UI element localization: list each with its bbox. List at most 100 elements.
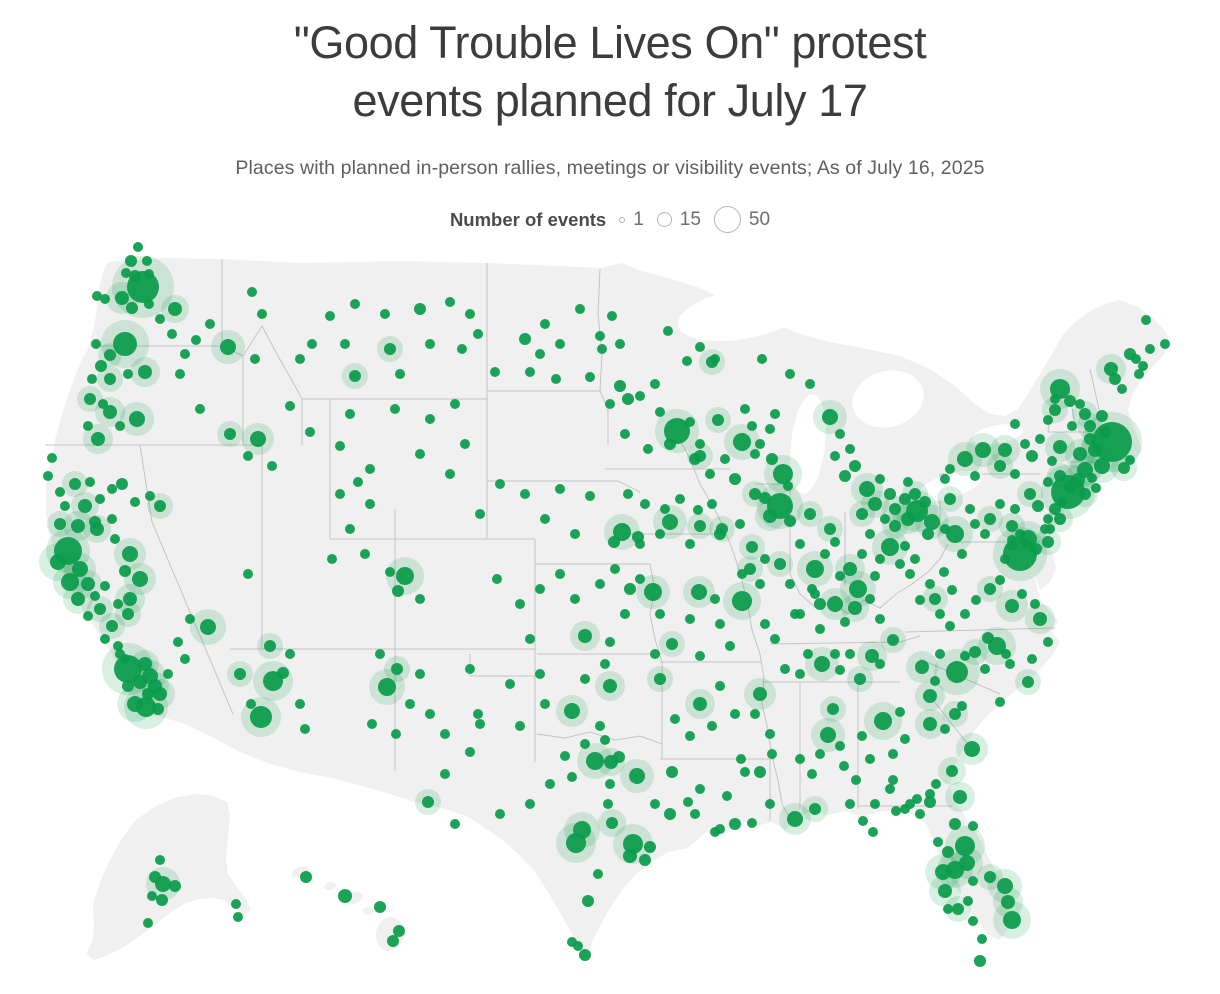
event-dot[interactable] bbox=[71, 519, 85, 533]
event-dot[interactable] bbox=[750, 449, 760, 459]
event-dot[interactable] bbox=[47, 453, 57, 463]
event-dot[interactable] bbox=[495, 809, 505, 819]
event-dot[interactable] bbox=[1117, 384, 1127, 394]
event-dot[interactable] bbox=[185, 614, 195, 624]
event-dot[interactable] bbox=[61, 573, 79, 591]
event-dot[interactable] bbox=[307, 339, 317, 349]
event-dot[interactable] bbox=[900, 804, 910, 814]
event-dot[interactable] bbox=[765, 424, 775, 434]
event-dot[interactable] bbox=[655, 529, 665, 539]
event-dot[interactable] bbox=[1020, 439, 1030, 449]
event-dot[interactable] bbox=[875, 474, 885, 484]
event-dot[interactable] bbox=[123, 369, 133, 379]
event-dot[interactable] bbox=[450, 819, 460, 829]
event-dot[interactable] bbox=[859, 481, 875, 497]
event-dot[interactable] bbox=[1019, 530, 1037, 548]
event-dot[interactable] bbox=[757, 354, 767, 364]
event-dot[interactable] bbox=[123, 592, 137, 606]
event-dot[interactable] bbox=[384, 343, 396, 355]
event-dot[interactable] bbox=[1099, 426, 1111, 438]
event-dot[interactable] bbox=[505, 679, 515, 689]
event-dot[interactable] bbox=[949, 818, 961, 830]
event-dot[interactable] bbox=[243, 569, 253, 579]
event-dot[interactable] bbox=[691, 584, 707, 600]
event-dot[interactable] bbox=[767, 749, 777, 759]
event-dot[interactable] bbox=[827, 596, 843, 612]
event-dot[interactable] bbox=[865, 529, 875, 539]
event-dot[interactable] bbox=[1054, 513, 1066, 525]
event-dot[interactable] bbox=[243, 451, 253, 461]
event-dot[interactable] bbox=[694, 450, 706, 462]
event-dot[interactable] bbox=[365, 499, 375, 509]
event-dot[interactable] bbox=[113, 641, 123, 651]
event-dot[interactable] bbox=[964, 741, 980, 757]
event-dot[interactable] bbox=[100, 294, 110, 304]
event-dot[interactable] bbox=[1053, 440, 1067, 454]
event-dot[interactable] bbox=[391, 663, 403, 675]
event-dot[interactable] bbox=[1030, 599, 1040, 609]
event-dot[interactable] bbox=[603, 799, 613, 809]
event-dot[interactable] bbox=[1007, 541, 1017, 551]
event-dot[interactable] bbox=[905, 569, 915, 579]
event-dot[interactable] bbox=[930, 676, 940, 686]
event-dot[interactable] bbox=[156, 894, 168, 906]
event-dot[interactable] bbox=[121, 268, 131, 278]
event-dot[interactable] bbox=[475, 509, 485, 519]
event-dot[interactable] bbox=[353, 477, 363, 487]
event-dot[interactable] bbox=[473, 329, 483, 339]
event-dot[interactable] bbox=[730, 709, 740, 719]
event-dot[interactable] bbox=[600, 659, 610, 669]
event-dot[interactable] bbox=[1032, 500, 1044, 512]
event-dot[interactable] bbox=[865, 594, 875, 604]
event-dot[interactable] bbox=[770, 409, 780, 419]
event-dot[interactable] bbox=[707, 499, 717, 509]
event-dot[interactable] bbox=[515, 721, 525, 731]
event-dot[interactable] bbox=[922, 528, 934, 540]
event-dot[interactable] bbox=[750, 709, 760, 719]
event-dot[interactable] bbox=[960, 651, 970, 661]
event-dot[interactable] bbox=[716, 523, 728, 535]
event-dot[interactable] bbox=[814, 656, 830, 672]
event-dot[interactable] bbox=[943, 904, 953, 914]
event-dot[interactable] bbox=[145, 491, 155, 501]
event-dot[interactable] bbox=[392, 585, 404, 597]
event-dot[interactable] bbox=[695, 439, 705, 449]
event-dot[interactable] bbox=[585, 491, 595, 501]
event-dot[interactable] bbox=[525, 634, 535, 644]
event-dot[interactable] bbox=[622, 393, 634, 405]
event-dot[interactable] bbox=[770, 634, 780, 644]
event-dot[interactable] bbox=[579, 949, 591, 961]
event-dot[interactable] bbox=[803, 649, 813, 659]
event-dot[interactable] bbox=[247, 287, 257, 297]
event-dot[interactable] bbox=[995, 499, 1005, 509]
event-dot[interactable] bbox=[520, 489, 530, 499]
event-dot[interactable] bbox=[835, 429, 845, 439]
event-dot[interactable] bbox=[773, 464, 793, 484]
event-dot[interactable] bbox=[250, 706, 272, 728]
event-dot[interactable] bbox=[635, 539, 645, 549]
event-dot[interactable] bbox=[43, 471, 53, 481]
event-dot[interactable] bbox=[551, 374, 561, 384]
event-dot[interactable] bbox=[1027, 654, 1037, 664]
event-dot[interactable] bbox=[795, 669, 805, 679]
event-dot[interactable] bbox=[153, 687, 167, 701]
event-dot[interactable] bbox=[103, 405, 117, 419]
event-dot[interactable] bbox=[340, 339, 350, 349]
event-dot[interactable] bbox=[949, 708, 961, 720]
event-dot[interactable] bbox=[473, 709, 483, 719]
event-dot[interactable] bbox=[1124, 348, 1136, 360]
event-dot[interactable] bbox=[925, 789, 935, 799]
event-dot[interactable] bbox=[683, 797, 693, 807]
event-dot[interactable] bbox=[94, 603, 106, 615]
event-dot[interactable] bbox=[980, 664, 990, 674]
event-dot[interactable] bbox=[760, 619, 770, 629]
event-dot[interactable] bbox=[143, 918, 153, 928]
event-dot[interactable] bbox=[827, 703, 839, 715]
event-dot[interactable] bbox=[350, 299, 360, 309]
event-dot[interactable] bbox=[465, 747, 475, 757]
event-dot[interactable] bbox=[944, 493, 956, 505]
event-dot[interactable] bbox=[78, 499, 92, 513]
event-dot[interactable] bbox=[685, 417, 695, 427]
event-dot[interactable] bbox=[824, 523, 836, 535]
event-dot[interactable] bbox=[720, 454, 730, 464]
